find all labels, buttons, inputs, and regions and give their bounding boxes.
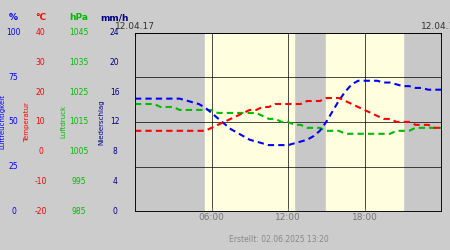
Text: 12: 12 <box>110 118 120 126</box>
Text: 25: 25 <box>9 162 18 171</box>
Text: -10: -10 <box>34 177 47 186</box>
Bar <box>326 32 403 211</box>
Bar <box>205 32 294 211</box>
Text: hPa: hPa <box>69 13 88 22</box>
Text: Luftfeuchtigkeit: Luftfeuchtigkeit <box>0 94 5 149</box>
Text: 1045: 1045 <box>69 28 89 37</box>
Text: 50: 50 <box>9 118 18 126</box>
Text: 30: 30 <box>36 58 45 67</box>
Text: 1005: 1005 <box>69 147 89 156</box>
Text: 24: 24 <box>110 28 120 37</box>
Text: 1025: 1025 <box>69 88 88 96</box>
Text: °C: °C <box>35 13 46 22</box>
Text: Erstellt: 02.06.2025 13:20: Erstellt: 02.06.2025 13:20 <box>229 236 329 244</box>
Text: Luftdruck: Luftdruck <box>60 105 66 138</box>
Text: 985: 985 <box>72 207 86 216</box>
Text: 1035: 1035 <box>69 58 89 67</box>
Text: 10: 10 <box>36 118 45 126</box>
Text: mm/h: mm/h <box>100 13 129 22</box>
Text: 100: 100 <box>6 28 21 37</box>
Text: %: % <box>9 13 18 22</box>
Text: 75: 75 <box>9 73 18 82</box>
Text: -20: -20 <box>34 207 47 216</box>
Text: 16: 16 <box>110 88 120 96</box>
Text: 1015: 1015 <box>69 118 88 126</box>
Text: 0: 0 <box>112 207 117 216</box>
Text: 0: 0 <box>11 207 16 216</box>
Text: 0: 0 <box>38 147 43 156</box>
Text: 40: 40 <box>36 28 45 37</box>
Text: Temperatur: Temperatur <box>24 102 30 142</box>
Text: 8: 8 <box>112 147 117 156</box>
Text: Niederschlag: Niederschlag <box>98 99 104 145</box>
Text: 4: 4 <box>112 177 117 186</box>
Text: 995: 995 <box>72 177 86 186</box>
Text: 20: 20 <box>36 88 45 96</box>
Text: 20: 20 <box>110 58 120 67</box>
